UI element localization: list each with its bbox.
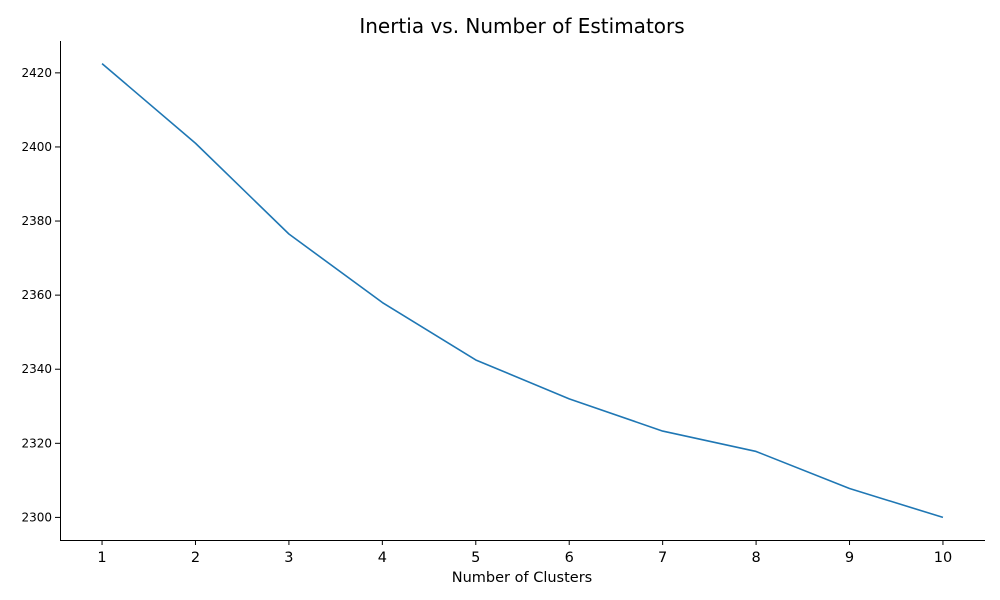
y-tick-label: 2340 — [21, 362, 52, 376]
x-tick-label: 9 — [845, 550, 854, 566]
inertia-line — [101, 62, 944, 519]
x-axis-ticks: 1 2 3 4 5 6 7 8 9 10 — [97, 540, 952, 566]
x-tick-label: 2 — [191, 550, 200, 566]
y-tick-label: 2320 — [21, 436, 52, 450]
y-tick-label: 2300 — [21, 510, 52, 524]
y-tick-label: 2360 — [21, 288, 52, 302]
y-axis-ticks: 2300 2320 2340 2360 2380 2400 2420 — [21, 66, 60, 524]
y-tick-label: 2420 — [21, 66, 52, 80]
x-tick-label: 3 — [284, 550, 293, 566]
x-tick-label: 8 — [751, 550, 760, 566]
y-tick-label: 2400 — [21, 140, 52, 154]
x-tick-label: 7 — [658, 550, 667, 566]
x-axis-label: Number of Clusters — [452, 570, 592, 586]
x-tick-label: 6 — [565, 550, 574, 566]
chart-title: Inertia vs. Number of Estimators — [359, 14, 684, 38]
x-tick-label: 1 — [97, 550, 106, 566]
x-tick-label: 5 — [471, 550, 480, 566]
x-tick-label: 4 — [378, 550, 387, 566]
y-tick-label: 2380 — [21, 214, 52, 228]
x-tick-label: 10 — [934, 550, 952, 566]
